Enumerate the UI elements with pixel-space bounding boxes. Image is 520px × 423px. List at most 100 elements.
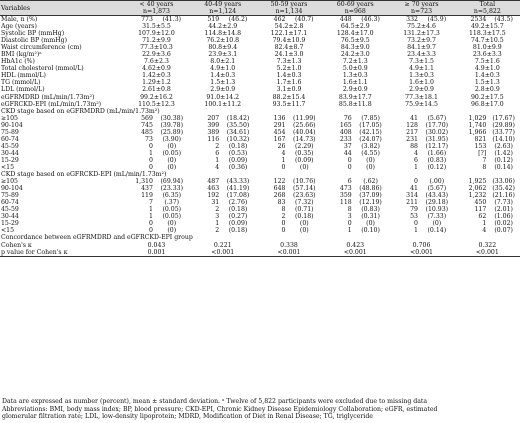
cell-percent: (12.17) xyxy=(425,142,449,150)
row-label: 15-29 xyxy=(1,220,19,228)
cell-value: 75.9±14.5 xyxy=(405,100,438,108)
cell-value: 7.6±2.3 xyxy=(144,58,169,66)
cell-value: 2.9±0.9 xyxy=(342,86,368,94)
cell-value: 8.0±2.1 xyxy=(210,58,236,66)
cell-value: 7.3±1.3 xyxy=(276,58,302,66)
cell-count: 7 xyxy=(148,199,153,207)
cell-value: 49.2±15.7 xyxy=(470,23,504,31)
cell-percent: (0) xyxy=(299,220,309,228)
table-row: Diastolic BP (mmHg) 71.2±9.9 76.2±10.8 79.4… xyxy=(0,37,520,44)
table-row: eGFRCKD-EPI (mL/min/1.73m²) 110.5±12.3 100… xyxy=(0,101,520,108)
cell-count: 167 xyxy=(273,135,286,143)
cell-percent: (57.14) xyxy=(293,185,316,193)
cell-percent: (0.18) xyxy=(228,142,248,150)
cell-count: 6 xyxy=(215,149,220,157)
cell-value: 84.1±9.7 xyxy=(407,44,436,52)
header-group-label: 50-59 years xyxy=(255,0,323,8)
cell-count: 462 xyxy=(273,16,286,23)
cell-percent: (37.09) xyxy=(359,192,382,200)
row-label: 75-89 xyxy=(1,192,19,200)
cell-percent: (4.55) xyxy=(361,149,380,157)
cell-percent: (0.05) xyxy=(162,206,182,214)
cell-percent: (0.36) xyxy=(228,163,248,171)
cell-value: 1.6±1.0 xyxy=(409,79,434,87)
cell-percent: (6.35) xyxy=(162,192,182,200)
cell-percent: (0.02) xyxy=(494,220,513,228)
table-row: 75-89 119 (6.35) 192 (17.08) 268 (23.63) 359 (37… xyxy=(0,192,520,199)
cell-value: 1.7±1.6 xyxy=(276,79,302,87)
table-row: Age (years) 31.5±5.5 44.2±2.9 54.2±2.8 64.5±… xyxy=(0,23,520,30)
table-row: ≥105 1,310 (69.94) 487 (43.33) 122 (10.76) 6 (.6… xyxy=(0,178,520,185)
cell-percent: (48.86) xyxy=(359,185,382,193)
row-label: Male, n (%) xyxy=(1,16,38,23)
cell-count: [?] xyxy=(478,149,487,157)
cell-count: 408 xyxy=(339,128,352,136)
row-label: 60-74 xyxy=(1,199,19,207)
cell-count: 0 xyxy=(148,220,153,228)
row-label: 15-29 xyxy=(1,156,19,164)
cell-percent: (30.38) xyxy=(160,114,184,122)
cell-percent: (46.2) xyxy=(228,16,248,23)
cell-count: 1 xyxy=(482,220,487,228)
cell-count: 44 xyxy=(343,149,352,157)
cell-percent: (0) xyxy=(299,227,309,235)
cell-count: 0 xyxy=(414,178,418,186)
cell-percent: (40.04) xyxy=(293,128,316,136)
cell-percent: (.37) xyxy=(164,199,180,207)
row-label: 90-104 xyxy=(1,121,23,129)
cell-value: 77.3±18.1 xyxy=(405,93,438,101)
cell-count: 1 xyxy=(347,227,352,235)
cell-count: 0 xyxy=(148,227,153,235)
header-variables: Variables xyxy=(0,0,124,16)
cell-value: 110.5±12.3 xyxy=(138,100,175,108)
cell-count: 79 xyxy=(410,206,418,214)
cell-percent: (10.32) xyxy=(226,135,250,143)
cell-value: 4.9±1.1 xyxy=(409,65,434,73)
cell-percent: (0) xyxy=(366,220,375,228)
cell-count: 314 xyxy=(406,192,418,200)
row-label: 45-59 xyxy=(1,142,19,150)
cell-count: 8 xyxy=(281,206,286,214)
cell-percent: (7.85) xyxy=(361,114,380,122)
cell-count: 1 xyxy=(148,206,153,214)
cell-percent: (3.90) xyxy=(162,135,182,143)
cell-count: 83 xyxy=(277,199,286,207)
cell-count: 6 xyxy=(347,178,352,186)
cell-count: 773 xyxy=(141,16,153,23)
cell-count: 0 xyxy=(281,220,286,228)
cell-value: 82.4±8.7 xyxy=(274,44,304,52)
cell-percent: (3.82) xyxy=(361,142,380,150)
cell-count: 821 xyxy=(474,135,487,143)
row-label: 30-44 xyxy=(1,213,19,221)
cell-percent: (0) xyxy=(167,142,177,150)
cell-percent: (17.08) xyxy=(226,192,250,200)
cell-value: 23.9±3.1 xyxy=(208,51,238,59)
cell-percent: (5.67) xyxy=(427,185,447,193)
cell-percent: (33.77) xyxy=(492,128,515,136)
row-label: p value for Cohen's κ xyxy=(1,248,68,256)
cell-percent: (31.95) xyxy=(425,135,449,143)
cell-count: 1 xyxy=(215,220,220,228)
cell-count: 153 xyxy=(474,142,487,150)
footnote-line: Data are expressed as number (percent), … xyxy=(2,398,428,405)
cell-percent: (10.93) xyxy=(425,206,449,214)
cell-value: <0.001 xyxy=(410,248,433,256)
cell-value: 122.1±17.1 xyxy=(270,30,308,38)
table-row: eGFRMDRD (mL/min/1.73m²) 99.2±16.2 91.0±14… xyxy=(0,94,520,101)
cell-percent: (0) xyxy=(432,220,442,228)
cell-value: 96.8±17.0 xyxy=(470,100,504,108)
cell-count: 0 xyxy=(148,142,153,150)
section-label: CKD stage based on eGFRCKD-EPI (mL/min/1… xyxy=(1,171,167,179)
cell-value: 74.7±10.5 xyxy=(470,37,504,45)
cell-count: 1,310 xyxy=(135,178,153,186)
cell-percent: (0.71) xyxy=(294,206,314,214)
cell-percent: (41.19) xyxy=(226,185,250,193)
cell-percent: (23.63) xyxy=(293,192,316,200)
row-label: Systolic BP (mmHg) xyxy=(1,30,65,38)
cell-percent: (10.76) xyxy=(293,178,316,186)
cell-count: 1,925 xyxy=(468,178,487,186)
cell-count: 0 xyxy=(148,163,153,171)
cell-percent: (30.02) xyxy=(425,128,449,136)
cell-percent: (5.67) xyxy=(427,114,447,122)
cell-count: 485 xyxy=(141,128,153,136)
